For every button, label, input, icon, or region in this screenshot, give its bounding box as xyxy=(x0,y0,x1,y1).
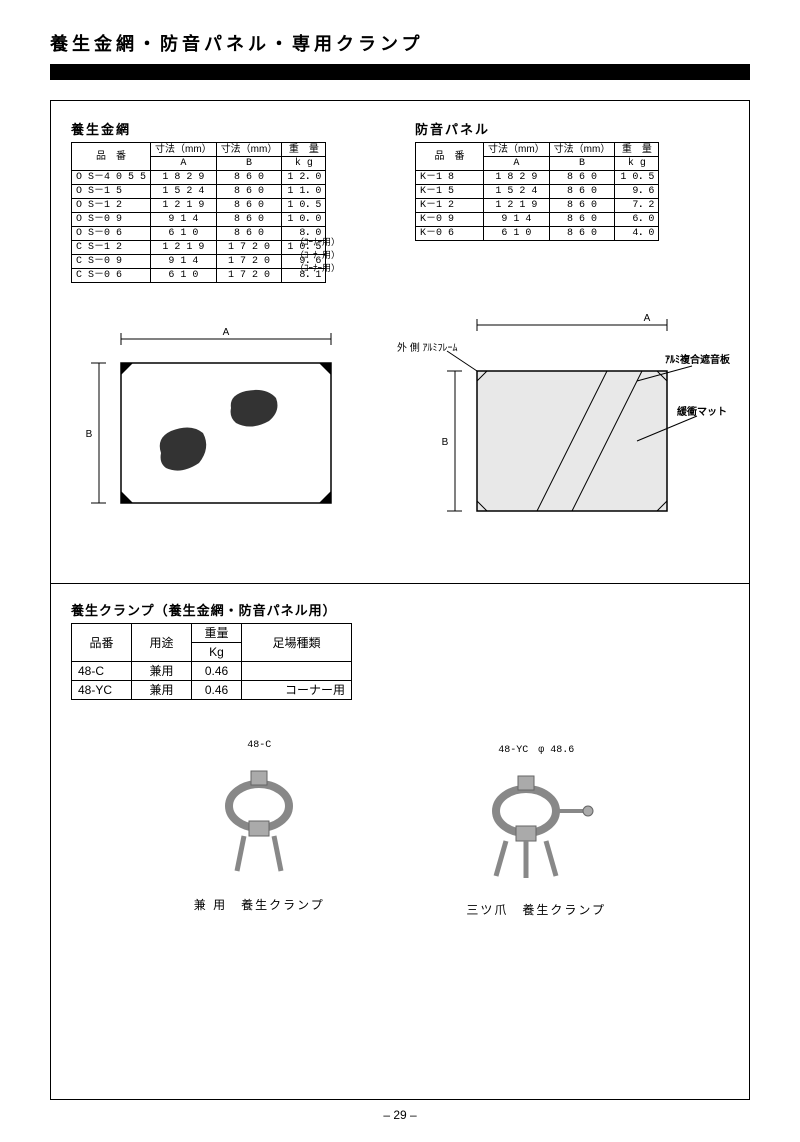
table-row: C S－0 66 1 01 7 2 08．1 xyxy=(72,269,326,283)
table-row: K－1 21 2 1 98 6 07．2 xyxy=(416,199,659,213)
content-box: 養生金網 品 番 寸法（mm） 寸法（mm） 重 量 A B k g xyxy=(50,100,750,1100)
photo-right-label: 48-YC φ 48.6 xyxy=(466,740,606,756)
label-composite: ｱﾙﾐ複合遮音板 xyxy=(665,351,730,366)
table2-title: 防音パネル xyxy=(415,119,737,138)
table-row: O S－1 51 5 2 48 6 01 1．0 xyxy=(72,185,326,199)
diagram-right: A B xyxy=(407,311,737,541)
page-title: 養生金網・防音パネル・専用クランプ xyxy=(50,30,750,56)
table-row: 48-YC兼用0.46コーナー用 xyxy=(72,681,352,700)
table-row: C S－0 99 1 41 7 2 09．6 xyxy=(72,255,326,269)
table-row: O S－0 99 1 48 6 01 0．0 xyxy=(72,213,326,227)
photo-left-label: 48-C xyxy=(194,740,325,751)
th-product: 品 番 xyxy=(72,143,151,171)
left-column: 養生金網 品 番 寸法（mm） 寸法（mm） 重 量 A B k g xyxy=(63,119,379,553)
photo-left-caption: 兼 用 養生クランプ xyxy=(194,896,325,913)
table-row: K－1 81 8 2 98 6 01 0．5 xyxy=(416,171,659,185)
table2: 品 番 寸法（mm） 寸法（mm） 重 量 A B k g K－1 81 8 2… xyxy=(415,142,659,241)
svg-text:B: B xyxy=(442,437,449,448)
page-number: – 29 – xyxy=(50,1108,750,1122)
th-dimb: 寸法（mm） xyxy=(216,143,282,157)
table3: 品番 用途 重量 足場種類 Kg 48-C兼用0.4648-YC兼用0.46コー… xyxy=(71,623,352,700)
row-note: （ｺｰﾅｰ用） xyxy=(295,248,340,261)
clamp-icon xyxy=(199,761,319,881)
th-weight: 重 量 xyxy=(282,143,326,157)
label-outer-frame: 外 側 ｱﾙﾐﾌﾚｰﾑ xyxy=(397,339,458,354)
th-dima: 寸法（mm） xyxy=(151,143,217,157)
svg-text:A: A xyxy=(644,313,651,324)
photo-left: 48-C 兼 用 養生クランプ xyxy=(194,740,325,918)
table-row: K－0 66 1 08 6 04．0 xyxy=(416,227,659,241)
table-row: O S－4 0 5 51 8 2 98 6 01 2．0 xyxy=(72,171,326,185)
table-row: 48-C兼用0.46 xyxy=(72,662,352,681)
svg-text:B: B xyxy=(86,429,93,440)
table1-title: 養生金網 xyxy=(71,119,379,138)
right-column: 防音パネル 品 番 寸法（mm） 寸法（mm） 重 量 A B k g K－1 … xyxy=(407,119,737,553)
diagram-left: A B xyxy=(63,323,379,553)
table-row: C S－1 21 2 1 91 7 2 01 0．5 xyxy=(72,241,326,255)
photo-row: 48-C 兼 用 養生クランプ 48-YC φ 48.6 xyxy=(63,740,737,918)
row-note: （ｺｰﾅｰ用） xyxy=(295,235,340,248)
table3-title: 養生クランプ（養生金網・防音パネル用） xyxy=(71,600,737,619)
table-row: O S－1 21 2 1 98 6 01 0．5 xyxy=(72,199,326,213)
photo-right-caption: 三ツ爪 養生クランプ xyxy=(466,901,606,918)
table-row: O S－0 66 1 08 6 08．0 xyxy=(72,227,326,241)
label-cushion: 緩衝マット xyxy=(677,403,727,418)
table-row: K－1 51 5 2 48 6 09．6 xyxy=(416,185,659,199)
photo-right: 48-YC φ 48.6 三ツ爪 養生クランプ xyxy=(466,740,606,918)
svg-text:A: A xyxy=(223,327,230,338)
divider xyxy=(51,583,749,584)
title-bar xyxy=(50,64,750,80)
table1: 品 番 寸法（mm） 寸法（mm） 重 量 A B k g O S－4 0 5 … xyxy=(71,142,326,283)
row-note: （ｺｰﾅｰ用） xyxy=(295,261,340,274)
table-row: K－0 99 1 48 6 06．0 xyxy=(416,213,659,227)
clamp-icon xyxy=(466,766,606,886)
